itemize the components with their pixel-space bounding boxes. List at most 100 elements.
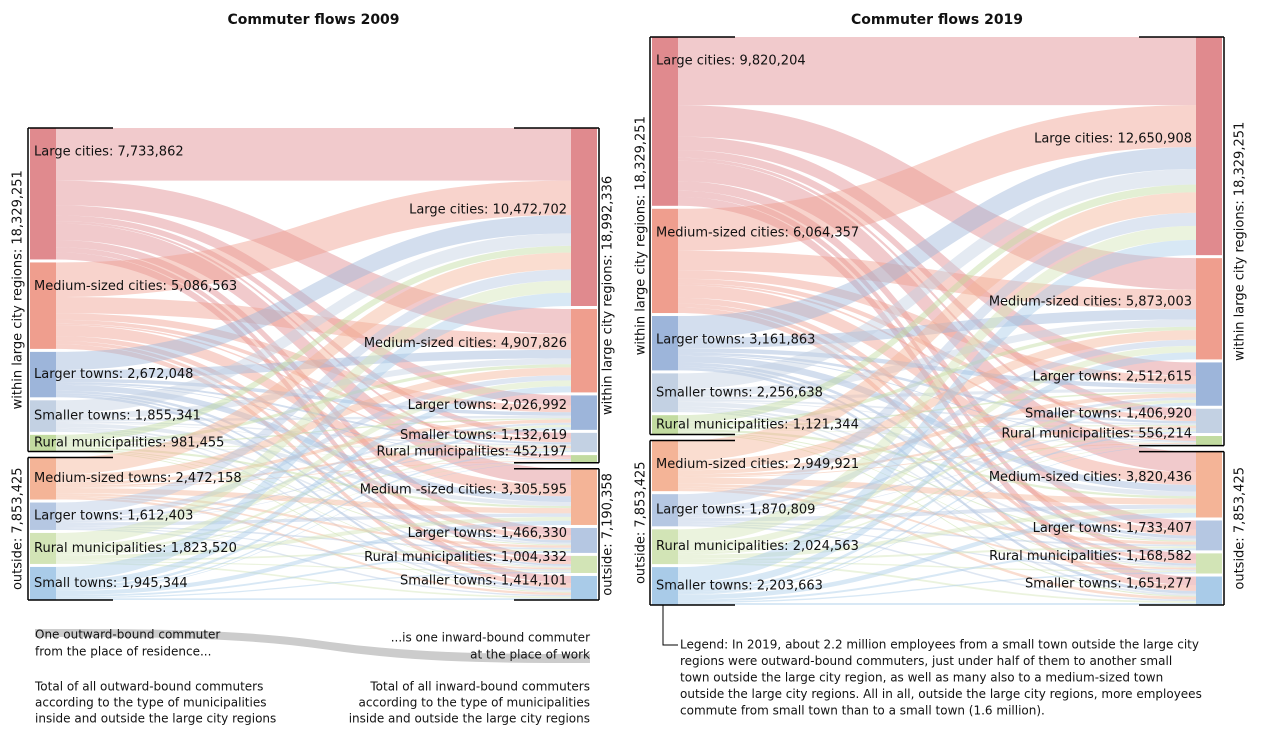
note-line: ...is one inward-bound commuter bbox=[391, 631, 590, 645]
flow bbox=[678, 401, 1196, 443]
flow bbox=[678, 402, 1196, 593]
target-node bbox=[571, 308, 597, 393]
flow bbox=[678, 250, 1196, 310]
flow bbox=[678, 391, 1196, 429]
flow bbox=[56, 561, 571, 572]
target-node bbox=[1196, 362, 1222, 406]
target-label: Larger towns: 2,512,615 bbox=[1033, 370, 1192, 385]
flow bbox=[56, 495, 571, 570]
source-node bbox=[652, 529, 678, 565]
group-label: within large city regions: 18,329,251 bbox=[11, 170, 26, 409]
source-label: Larger towns: 2,672,048 bbox=[34, 367, 193, 382]
flow bbox=[678, 348, 1196, 389]
flow bbox=[678, 483, 1196, 545]
flow bbox=[678, 147, 1196, 338]
flow bbox=[56, 571, 571, 599]
flow bbox=[678, 508, 1196, 560]
flow bbox=[678, 352, 1196, 424]
flow bbox=[56, 525, 571, 550]
target-label: Larger towns: 2,026,992 bbox=[408, 398, 567, 413]
group-label: outside: 7,853,425 bbox=[634, 461, 649, 584]
flow bbox=[56, 415, 571, 422]
group-label: within large city regions: 18,992,336 bbox=[601, 176, 616, 415]
flow bbox=[56, 527, 571, 571]
flow bbox=[56, 460, 571, 489]
note-line: Total of all outward-bound commuters bbox=[34, 680, 263, 694]
flow bbox=[56, 223, 571, 486]
flow bbox=[56, 488, 571, 514]
flow bbox=[678, 393, 1196, 475]
flow bbox=[56, 427, 571, 589]
flow bbox=[56, 269, 571, 514]
chart-title: Commuter flows 2009 bbox=[227, 12, 399, 28]
flow bbox=[56, 446, 571, 461]
flow bbox=[678, 367, 1196, 594]
flow bbox=[56, 247, 571, 561]
flow bbox=[56, 344, 571, 588]
flow bbox=[678, 339, 1196, 514]
flow bbox=[56, 378, 571, 416]
note-line: inside and outside the large city region… bbox=[35, 712, 276, 726]
flow bbox=[56, 497, 571, 596]
target-label: Large cities: 10,472,702 bbox=[409, 202, 567, 217]
target-node bbox=[571, 432, 597, 453]
flow bbox=[678, 408, 1196, 568]
chart-title: Commuter flows 2019 bbox=[851, 12, 1023, 28]
flow bbox=[56, 427, 571, 545]
source-node bbox=[30, 532, 56, 564]
note-line: from the place of residence... bbox=[35, 645, 211, 659]
source-label: Larger towns: 3,161,863 bbox=[656, 333, 815, 348]
source-label: Small towns: 1,945,344 bbox=[34, 576, 188, 591]
flow bbox=[678, 212, 1196, 508]
flow bbox=[678, 362, 1196, 539]
flow bbox=[678, 181, 1196, 530]
flow bbox=[678, 562, 1196, 604]
flow bbox=[678, 399, 1196, 553]
flow bbox=[678, 548, 1196, 602]
flow bbox=[678, 523, 1196, 571]
source-node bbox=[652, 567, 678, 605]
flow bbox=[678, 486, 1196, 570]
flow bbox=[678, 326, 1196, 427]
source-label: Rural municipalities: 1,823,520 bbox=[34, 541, 237, 556]
note-line: One outward-bound commuter bbox=[35, 628, 220, 642]
target-node bbox=[571, 555, 597, 573]
source-node bbox=[652, 316, 678, 371]
target-node bbox=[1196, 576, 1222, 605]
source-node bbox=[652, 373, 678, 413]
source-label: Medium-sized cities: 6,064,357 bbox=[656, 225, 859, 240]
flow bbox=[56, 493, 571, 548]
flow bbox=[678, 192, 1196, 461]
flow bbox=[678, 270, 1196, 385]
source-node bbox=[30, 502, 56, 530]
target-node bbox=[571, 455, 597, 463]
note-line: commute from small town than to a small … bbox=[680, 704, 1045, 718]
target-label: Smaller towns: 1,132,619 bbox=[400, 428, 567, 443]
flow bbox=[678, 397, 1196, 516]
source-label: Smaller towns: 2,256,638 bbox=[656, 385, 823, 400]
flow bbox=[678, 432, 1196, 568]
flow bbox=[56, 215, 571, 371]
flow bbox=[56, 205, 571, 406]
flow bbox=[56, 423, 571, 507]
flow bbox=[56, 292, 571, 581]
source-node bbox=[30, 434, 56, 452]
flow bbox=[56, 449, 571, 546]
flow bbox=[56, 384, 571, 503]
flow bbox=[678, 512, 1196, 600]
flow bbox=[56, 252, 571, 584]
flow bbox=[56, 323, 571, 459]
flow bbox=[678, 521, 1196, 547]
flow bbox=[56, 450, 571, 591]
flow bbox=[678, 278, 1196, 421]
target-label: Medium -sized cities: 3,305,595 bbox=[360, 482, 567, 497]
group-label: within large city regions: 18,329,251 bbox=[634, 116, 649, 355]
target-label: Larger towns: 1,466,330 bbox=[408, 526, 567, 541]
source-label: Larger towns: 1,870,809 bbox=[656, 503, 815, 518]
flow bbox=[678, 442, 1196, 478]
target-node bbox=[571, 575, 597, 600]
source-label: Large cities: 9,820,204 bbox=[656, 54, 806, 69]
flow bbox=[678, 431, 1196, 542]
flow bbox=[56, 375, 571, 519]
flow bbox=[678, 488, 1196, 600]
